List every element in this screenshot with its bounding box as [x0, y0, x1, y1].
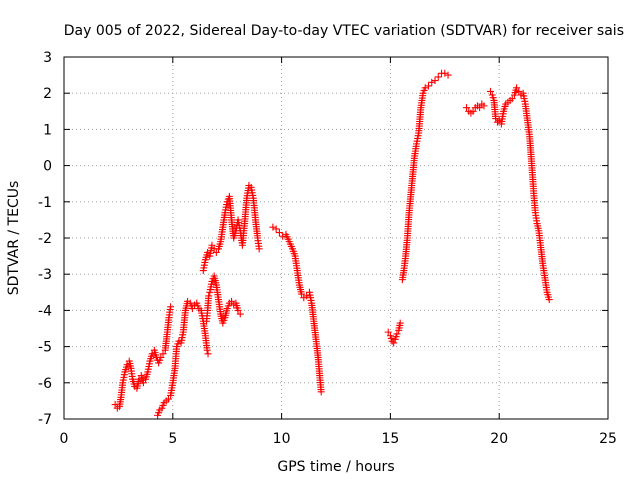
data-point: [393, 330, 401, 338]
data-point: [428, 78, 436, 86]
y-tick-label: 1: [43, 122, 52, 138]
y-axis-label: SDTVAR / TECUs: [6, 181, 22, 296]
data-point: [390, 339, 398, 347]
y-tick-label: -3: [38, 267, 52, 283]
x-tick-label: 20: [490, 431, 508, 447]
x-tick-label: 25: [599, 431, 617, 447]
data-point: [441, 69, 449, 77]
data-point: [236, 310, 244, 318]
data-point: [234, 306, 242, 314]
y-tick-label: -1: [38, 195, 52, 211]
data-point: [384, 328, 392, 336]
data-point: [515, 87, 523, 95]
data-point: [298, 290, 306, 298]
y-tick-label: -4: [38, 303, 52, 319]
data-point: [444, 71, 452, 79]
data-point: [212, 248, 220, 256]
data-point: [272, 225, 280, 233]
tick-labels: 0 5 10 15 20 25 -7 -6 -5 -4 -3 -2 -1 0 1 2 3: [38, 50, 617, 447]
data-points: [111, 69, 553, 419]
data-point: [486, 87, 494, 95]
data-point: [164, 395, 172, 403]
data-point: [255, 245, 263, 253]
y-tick-label: -6: [38, 376, 52, 392]
data-point: [508, 95, 516, 103]
data-point: [135, 375, 143, 383]
data-point: [317, 388, 325, 396]
data-point: [204, 350, 212, 358]
y-tick-label: 0: [43, 159, 52, 175]
plot-frame: [63, 56, 609, 420]
data-point: [157, 353, 165, 361]
x-tick-label: 10: [273, 431, 291, 447]
x-tick-label: 0: [60, 431, 69, 447]
data-point: [476, 104, 484, 112]
data-point: [148, 350, 156, 358]
data-point: [188, 305, 196, 313]
data-point: [396, 319, 404, 327]
data-point: [463, 104, 471, 112]
data-point: [513, 84, 521, 92]
y-tick-label: -5: [38, 340, 52, 356]
data-point: [208, 241, 216, 249]
y-tick-label: -7: [38, 412, 52, 428]
data-point: [480, 102, 488, 110]
data-point: [269, 223, 277, 231]
data-point: [167, 303, 175, 311]
chart-title: Day 005 of 2022, Sidereal Day-to-day VTE…: [64, 23, 624, 39]
data-point: [228, 297, 236, 305]
x-tick-label: 15: [381, 431, 399, 447]
y-tick-label: -2: [38, 231, 52, 247]
y-tick-label: 2: [43, 86, 52, 102]
data-point: [303, 292, 311, 300]
data-point: [469, 107, 477, 115]
data-point: [159, 350, 167, 358]
x-tick-label: 5: [168, 431, 177, 447]
data-point: [205, 292, 213, 300]
data-point: [203, 346, 211, 354]
data-point: [434, 73, 442, 81]
data-point: [275, 229, 283, 237]
data-point: [545, 296, 553, 304]
data-point: [424, 82, 432, 90]
data-point: [279, 232, 287, 240]
x-axis-label: GPS time / hours: [277, 459, 394, 475]
y-tick-label: 3: [43, 50, 52, 66]
data-point: [139, 379, 147, 387]
data-point: [431, 77, 439, 85]
